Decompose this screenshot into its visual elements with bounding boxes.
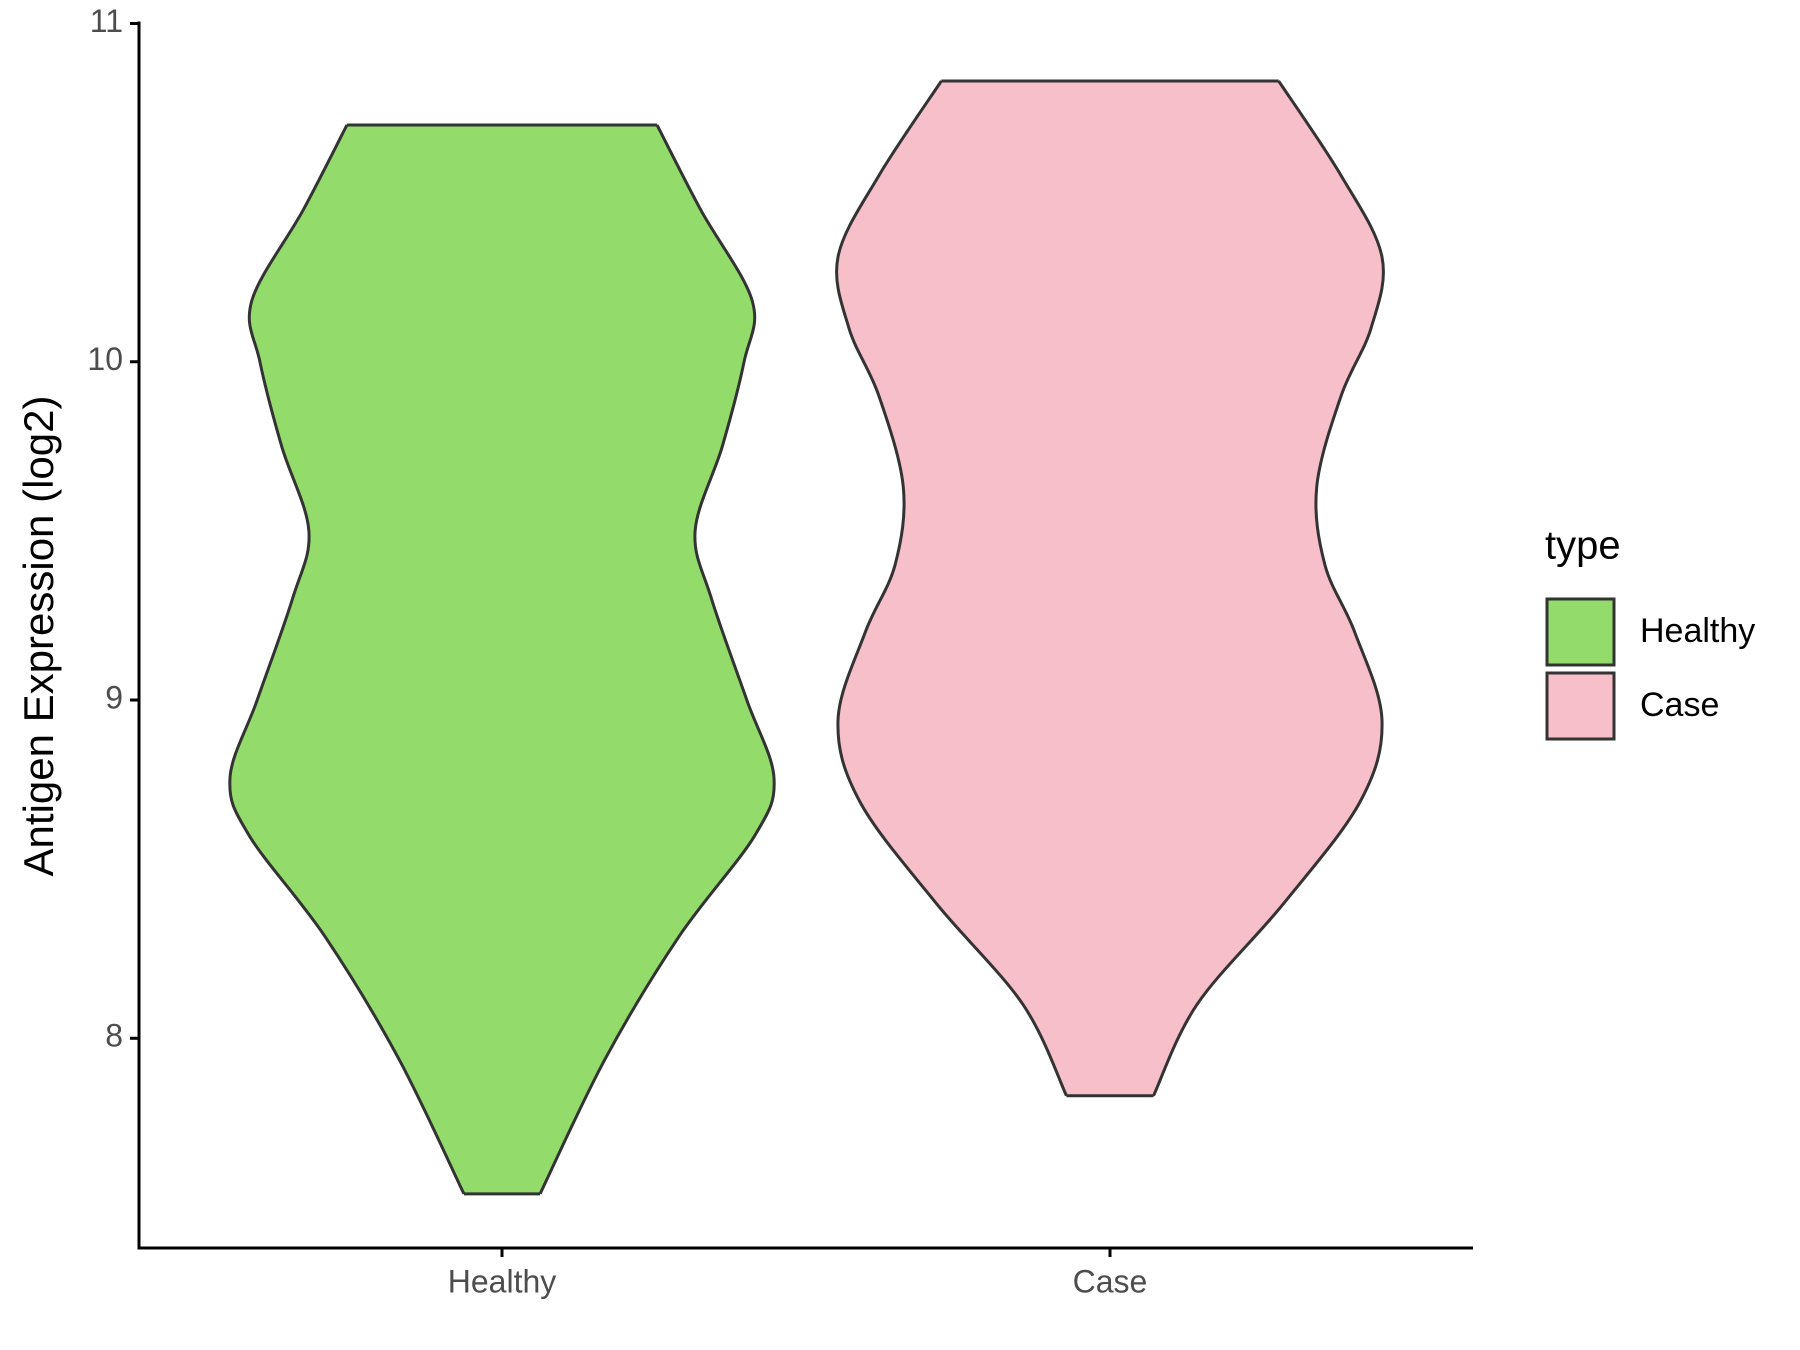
legend-key (1545, 597, 1616, 667)
legend-key (1545, 671, 1616, 741)
violin-fill (229, 124, 502, 1194)
violin-fill (836, 81, 1110, 1096)
y-tick-label: 11 (90, 3, 123, 39)
violin-outline (538, 124, 776, 1195)
violin-outline (1152, 80, 1385, 1097)
x-tick-label: Case (1073, 1263, 1148, 1299)
y-tick-label: 8 (105, 1018, 123, 1054)
y-tick-label: 9 (105, 679, 123, 715)
x-tick-label: Healthy (448, 1263, 557, 1299)
violin-outline (228, 124, 466, 1195)
y-axis-title: Antigen Expression (log2) (15, 396, 62, 877)
legend-label: Healthy (1640, 612, 1755, 650)
legend-label: Case (1640, 686, 1719, 724)
legend-title: type (1545, 524, 1621, 568)
violin-fill (1110, 81, 1384, 1096)
violin-fill (502, 124, 775, 1194)
y-tick-label: 10 (87, 341, 123, 377)
violin-outline (835, 80, 1068, 1097)
